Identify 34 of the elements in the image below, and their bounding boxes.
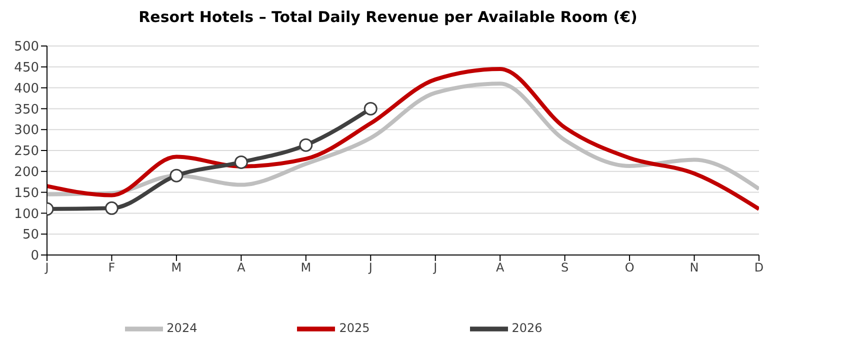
x-tick-label: M: [171, 260, 182, 275]
x-tick-label: M: [300, 260, 312, 275]
legend-label: 2025: [339, 321, 370, 336]
point: [299, 138, 313, 152]
x-tick-label: F: [108, 260, 116, 275]
line-series: [47, 66, 759, 212]
x-tick-label: J: [368, 260, 372, 275]
x-tick-label: A: [496, 260, 505, 275]
legend-label: 2024: [166, 321, 198, 336]
y-tick-label: 500: [14, 40, 39, 55]
point: [104, 201, 118, 215]
y-tick-label: 200: [14, 165, 39, 180]
point: [170, 168, 184, 182]
y-tick-label: 100: [14, 206, 39, 222]
x-tick-label: D: [754, 260, 764, 275]
x-tick-label: J: [44, 260, 49, 275]
x-tick-label: O: [624, 260, 634, 275]
y-tick-label: 150: [14, 186, 39, 201]
y-tick-label: 50: [22, 228, 39, 243]
x-tick-label: S: [561, 260, 569, 275]
y-tick-label: 300: [14, 123, 39, 138]
y-tick-label: 0: [30, 248, 39, 264]
line-series: [47, 82, 759, 196]
x-tick-label: J: [432, 260, 438, 275]
point: [234, 155, 248, 169]
legend-label: 2026: [512, 321, 542, 336]
x-tick-label: N: [690, 260, 699, 275]
x-tick-label: A: [237, 260, 246, 275]
chart-title: Resort Hotels – Total Daily Revenue per Available Room (€): [138, 8, 638, 26]
y-tick-label: 450: [14, 60, 39, 76]
y-tick-label: 250: [14, 144, 39, 160]
y-tick-label: 350: [14, 102, 39, 118]
y-tick-label: 400: [14, 81, 39, 96]
point: [364, 102, 378, 116]
